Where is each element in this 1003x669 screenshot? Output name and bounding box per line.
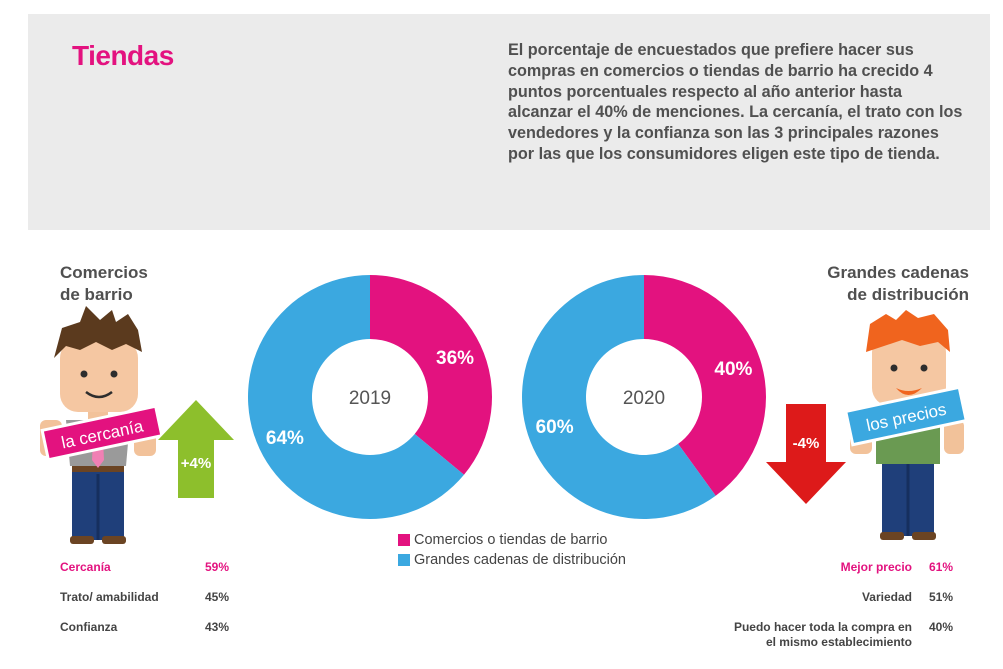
stat-label: Confianza <box>60 620 118 634</box>
header-panel <box>28 14 990 230</box>
left-section-title: Comercios de barrio <box>60 262 148 306</box>
stat-value: 59% <box>205 560 230 574</box>
stat-label: Variedad <box>861 590 912 604</box>
legend-swatch-blue <box>398 554 410 566</box>
increase-arrow-icon: +4% <box>158 400 234 498</box>
legend-swatch-magenta <box>398 534 410 546</box>
legend-item-comercios: Comercios o tiendas de barrio <box>398 530 626 550</box>
stat-label-line1: Puedo hacer toda la compra en <box>733 620 912 634</box>
legend-label-comercios: Comercios o tiendas de barrio <box>414 532 608 548</box>
donut-center-label: 2020 <box>623 388 665 409</box>
decrease-arrow-icon: -4% <box>766 404 846 504</box>
right-change-label: -4% <box>793 435 820 452</box>
stat-label-line2: el mismo establecimiento <box>765 635 912 649</box>
donut-chart-2020: 40% 60% 2020 <box>521 274 766 519</box>
stat-value: 43% <box>205 620 230 634</box>
donut-slice <box>370 275 492 475</box>
donut-slice <box>521 274 716 519</box>
donut-slice <box>644 275 766 496</box>
stat-value: 45% <box>205 590 230 604</box>
donut-center-label: 2019 <box>349 388 391 409</box>
stat-label: Cercanía <box>60 560 111 574</box>
donut-chart-2019: 36% 64% 2019 <box>247 275 492 519</box>
slice-label: 40% <box>714 359 752 380</box>
donut-slice <box>247 275 465 519</box>
stat-label: Mejor precio <box>840 560 912 574</box>
right-title-line2: de distribución <box>847 285 969 304</box>
legend-label-grandes: Grandes cadenas de distribución <box>414 552 626 568</box>
slice-label: 60% <box>536 417 574 438</box>
slice-label: 64% <box>266 428 304 449</box>
stat-value: 61% <box>928 560 953 574</box>
stat-label: Trato/ amabilidad <box>60 590 159 604</box>
legend-item-grandes: Grandes cadenas de distribución <box>398 550 626 570</box>
chart-legend: Comercios o tiendas de barrio Grandes ca… <box>398 530 626 570</box>
right-sign: los precios <box>843 385 969 447</box>
left-title-line2: de barrio <box>60 285 133 304</box>
left-change-label: +4% <box>181 455 211 472</box>
right-title-line1: Grandes cadenas <box>827 263 969 282</box>
page-title: Tiendas <box>72 40 174 71</box>
stat-label: Puedo hacer toda la compra en el mismo e… <box>734 620 912 650</box>
slice-label: 36% <box>436 348 474 369</box>
stat-value: 40% <box>928 620 953 634</box>
intro-text: El porcentaje de encuestados que prefier… <box>508 41 963 163</box>
left-title-line1: Comercios <box>60 263 148 282</box>
right-section-title: Grandes cadenas de distribución <box>827 262 969 306</box>
left-sign: la cercanía <box>40 404 164 462</box>
stat-value: 51% <box>928 590 953 604</box>
right-character-illustration <box>850 310 964 540</box>
